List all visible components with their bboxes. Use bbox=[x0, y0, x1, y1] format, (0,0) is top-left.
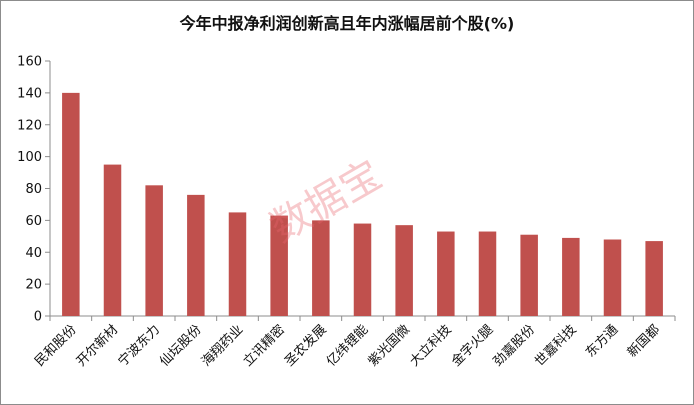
category-label: 宁波东力 bbox=[115, 322, 163, 370]
category-label: 新国都 bbox=[624, 322, 663, 361]
bar bbox=[187, 194, 205, 316]
y-tick-label: 40 bbox=[25, 246, 42, 261]
category-label: 仙坛股份 bbox=[157, 322, 204, 369]
category-label: 金字火腿 bbox=[448, 322, 496, 370]
bar bbox=[395, 225, 413, 316]
bar bbox=[645, 241, 663, 316]
category-label: 劲嘉股份 bbox=[491, 322, 538, 369]
bar bbox=[562, 237, 580, 316]
bar bbox=[228, 212, 247, 316]
chart-title: 今年中报净利润创新高且年内涨幅居前个股(%) bbox=[179, 14, 515, 33]
y-tick-label: 60 bbox=[25, 214, 42, 229]
category-label: 大立科技 bbox=[407, 322, 454, 369]
category-label: 亿纬锂能 bbox=[324, 322, 371, 369]
category-label: 立讯精密 bbox=[240, 322, 288, 370]
category-label: 东方通 bbox=[582, 322, 621, 361]
category-label: 圣农发展 bbox=[282, 322, 330, 370]
bar bbox=[103, 164, 122, 316]
category-label: 紫光国微 bbox=[366, 322, 413, 369]
bar bbox=[270, 215, 288, 316]
bar bbox=[353, 223, 372, 316]
category-label: 海翔药业 bbox=[199, 322, 246, 369]
y-tick-label: 120 bbox=[17, 118, 42, 133]
bar bbox=[145, 185, 163, 316]
bar bbox=[603, 239, 622, 316]
bar bbox=[62, 92, 80, 316]
category-label: 世嘉科技 bbox=[532, 322, 579, 369]
y-tick-label: 80 bbox=[25, 182, 42, 197]
bar bbox=[312, 220, 330, 316]
y-tick-label: 140 bbox=[17, 86, 42, 101]
bar bbox=[520, 234, 538, 316]
x-axis-labels: 民和股份开尔新材宁波东力仙坛股份海翔药业立讯精密圣农发展亿纬锂能紫光国微大立科技… bbox=[32, 322, 663, 370]
category-label: 民和股份 bbox=[32, 322, 79, 369]
category-label: 开尔新材 bbox=[73, 322, 121, 370]
bars bbox=[62, 92, 663, 316]
bar bbox=[437, 231, 455, 316]
y-tick-label: 100 bbox=[17, 150, 42, 165]
y-axis-ticks: 0 20 40 60 80 100 120 140 160 bbox=[17, 55, 50, 325]
bar bbox=[478, 231, 497, 316]
y-tick-label: 0 bbox=[34, 310, 42, 325]
y-tick-label: 20 bbox=[25, 278, 42, 293]
y-tick-label: 160 bbox=[17, 55, 42, 70]
